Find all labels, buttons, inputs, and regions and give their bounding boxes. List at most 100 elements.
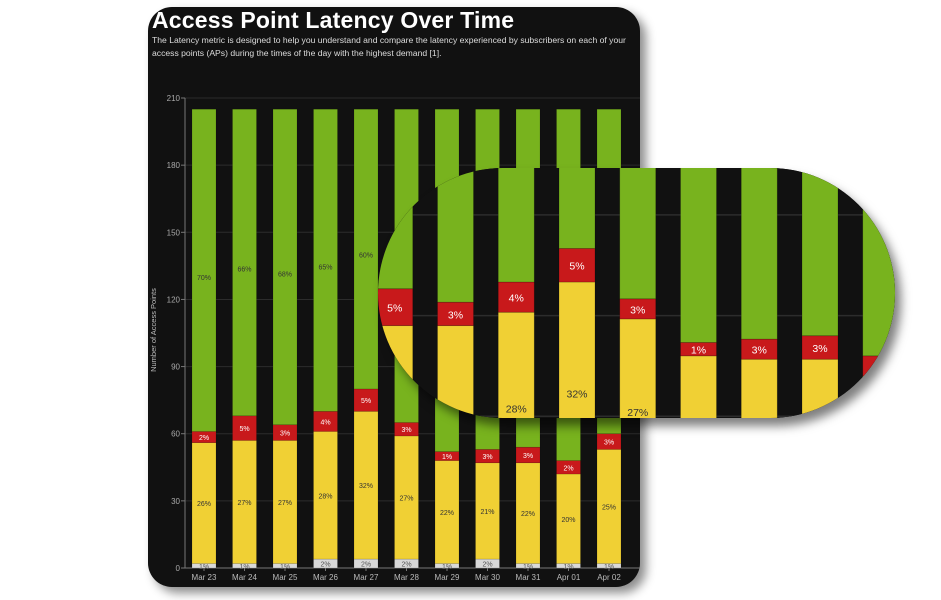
page-title: Access Point Latency Over Time bbox=[152, 7, 515, 33]
data-label: 1% bbox=[604, 564, 614, 571]
bar-segment bbox=[313, 431, 338, 560]
bar-segment bbox=[740, 168, 778, 340]
bar-segment bbox=[191, 442, 217, 564]
data-label: 27% bbox=[237, 500, 251, 507]
data-label: 3% bbox=[448, 309, 463, 321]
bar-segment bbox=[619, 168, 657, 300]
y-tick-label: 120 bbox=[167, 295, 181, 304]
x-tick-label: Mar 28 bbox=[394, 573, 419, 582]
bar-segment bbox=[515, 446, 541, 464]
data-label: 1% bbox=[239, 564, 249, 571]
bar-segment bbox=[313, 108, 338, 412]
data-label: 2% bbox=[361, 562, 371, 569]
bar-segment bbox=[232, 415, 257, 441]
bar-segment bbox=[232, 108, 257, 417]
data-label: 2% bbox=[482, 562, 492, 569]
data-label: 28% bbox=[318, 493, 332, 500]
bar-segment bbox=[680, 168, 717, 343]
data-label: 3% bbox=[401, 427, 411, 434]
bar-segment bbox=[437, 168, 474, 303]
data-label: 4% bbox=[320, 419, 330, 426]
x-tick-label: Mar 23 bbox=[192, 573, 217, 582]
data-label: 5% bbox=[569, 261, 584, 273]
bar-segment bbox=[558, 168, 596, 249]
data-label: 28% bbox=[506, 403, 527, 415]
bar-segment bbox=[801, 168, 839, 337]
data-label: 1% bbox=[199, 564, 209, 571]
y-tick-label: 180 bbox=[167, 161, 181, 170]
y-tick-label: 60 bbox=[171, 430, 180, 439]
bar-segment bbox=[558, 281, 596, 418]
bar-segment bbox=[353, 108, 379, 390]
x-tick-label: Mar 27 bbox=[354, 573, 379, 582]
bar-segment bbox=[378, 288, 414, 327]
data-label: 22% bbox=[440, 510, 454, 517]
bar-segment bbox=[596, 449, 622, 564]
bar-segment bbox=[434, 460, 460, 564]
data-label: 68% bbox=[278, 271, 292, 278]
data-label: 2% bbox=[563, 465, 573, 472]
bar-segment bbox=[497, 168, 535, 283]
data-label: 5% bbox=[387, 303, 402, 315]
bar-segment bbox=[515, 462, 541, 564]
bar-segment bbox=[801, 358, 839, 418]
bar-segment bbox=[740, 358, 778, 418]
magnified-inset: 1%26%2%70%1%27%5%66%1%27%3%68%2%28%4%65%… bbox=[378, 168, 895, 418]
data-label: 2% bbox=[199, 435, 209, 442]
data-label: 3% bbox=[630, 304, 645, 316]
data-label: 1% bbox=[523, 564, 533, 571]
data-label: 1% bbox=[691, 345, 706, 357]
data-label: 32% bbox=[359, 483, 373, 490]
data-label: 20% bbox=[561, 517, 575, 524]
bar-segment bbox=[497, 281, 535, 313]
data-label: 60% bbox=[359, 253, 373, 260]
y-tick-label: 30 bbox=[171, 497, 180, 506]
data-label: 3% bbox=[523, 453, 533, 460]
data-label: 2% bbox=[320, 562, 330, 569]
data-label: 1% bbox=[442, 564, 452, 571]
chart-description: The Latency metric is designed to help y… bbox=[152, 35, 626, 58]
data-label: 1% bbox=[563, 564, 573, 571]
bar-segment bbox=[619, 318, 657, 418]
data-label: 66% bbox=[237, 267, 251, 274]
data-label: 26% bbox=[197, 501, 211, 508]
bar-segment bbox=[862, 375, 895, 418]
data-label: 21% bbox=[480, 509, 494, 516]
x-tick-label: Mar 26 bbox=[313, 573, 338, 582]
y-tick-label: 90 bbox=[171, 363, 180, 372]
data-label: 4% bbox=[509, 293, 524, 305]
y-tick-label: 150 bbox=[167, 228, 181, 237]
data-label: 5% bbox=[361, 398, 371, 405]
x-tick-label: Mar 29 bbox=[435, 573, 460, 582]
data-label: 27% bbox=[627, 407, 648, 418]
x-tick-label: Mar 24 bbox=[232, 573, 257, 582]
bar-segment bbox=[556, 473, 581, 564]
bar-segment bbox=[437, 325, 474, 418]
bar-segment bbox=[801, 335, 839, 360]
data-label: 32% bbox=[566, 388, 587, 400]
x-tick-label: Mar 30 bbox=[475, 573, 500, 582]
bar-segment bbox=[232, 440, 257, 564]
data-label: 5% bbox=[239, 426, 249, 433]
bar-segment bbox=[475, 462, 500, 560]
bar-segment bbox=[191, 108, 217, 432]
x-tick-label: Mar 31 bbox=[516, 573, 541, 582]
y-axis-label: Number of Access Points bbox=[149, 288, 158, 372]
data-label: 27% bbox=[399, 496, 413, 503]
data-label: 3% bbox=[752, 345, 767, 357]
data-label: 70% bbox=[197, 275, 211, 282]
bar-segment bbox=[394, 435, 419, 560]
bar-segment bbox=[353, 411, 379, 560]
data-label: 3% bbox=[604, 440, 614, 447]
data-label: 3% bbox=[812, 343, 827, 355]
data-label: 27% bbox=[278, 500, 292, 507]
bar-segment bbox=[862, 355, 895, 377]
bar-segment bbox=[272, 108, 298, 426]
data-label: 65% bbox=[318, 264, 332, 271]
x-tick-label: Apr 01 bbox=[557, 573, 581, 582]
y-tick-label: 210 bbox=[167, 94, 181, 103]
data-label: 2% bbox=[401, 562, 411, 569]
data-label: 22% bbox=[521, 511, 535, 518]
bar-segment bbox=[497, 311, 535, 418]
data-label: 3% bbox=[482, 454, 492, 461]
